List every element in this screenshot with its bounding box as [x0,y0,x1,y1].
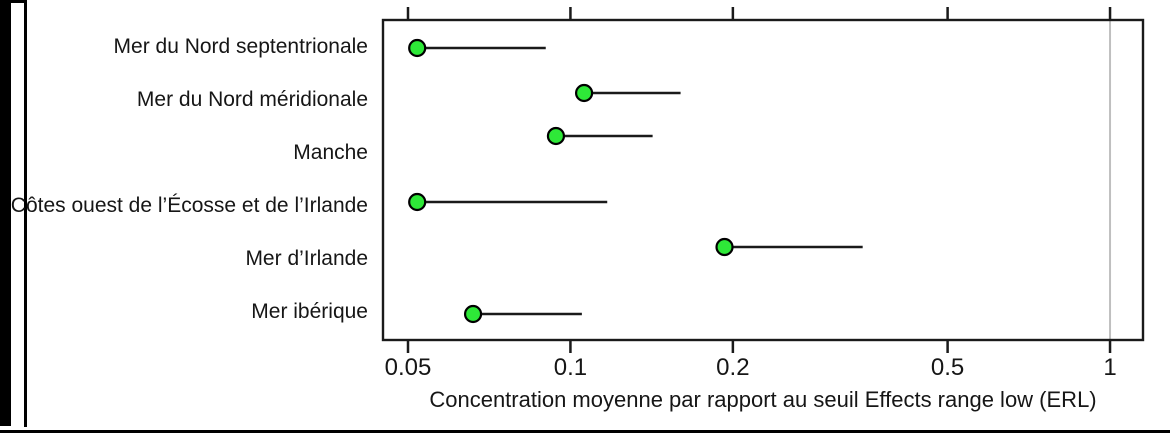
slide-frame-bottom-line [0,430,1170,433]
slide-frame-vertical-line [24,0,27,427]
slide-frame-top-line [0,0,27,3]
x-axis-label: Concentration moyenne par rapport au seu… [429,387,1097,412]
category-label: Manche [293,141,368,164]
category-label: Mer ibérique [251,300,368,323]
x-axis-tick-label: 0.2 [716,354,749,381]
data-point-marker [408,192,427,212]
plot-border [381,18,1145,342]
x-axis-tick-label: 1 [1103,354,1116,381]
slide-edge-left-bar [0,0,11,426]
x-axis-tick-label: 0.1 [554,354,587,381]
data-point-marker [715,237,734,257]
x-axis-tick-label: 0.05 [385,354,432,381]
category-label: Mer d’Irlande [245,247,368,270]
data-point-marker [574,83,594,103]
data-point-marker [408,38,427,58]
data-point-marker [463,304,483,324]
category-label: Mer du Nord septentrionale [114,35,368,58]
category-label: Mer du Nord méridionale [137,88,368,111]
x-axis-tick-label: 0.5 [931,354,964,381]
data-point-marker [546,126,566,146]
category-label: Côtes ouest de l’Écosse et de l’Irlande [11,194,368,217]
